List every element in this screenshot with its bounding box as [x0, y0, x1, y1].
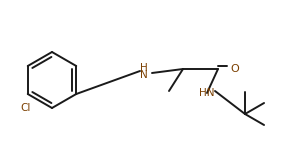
Text: HN: HN [199, 88, 215, 98]
Text: Cl: Cl [20, 103, 31, 113]
Text: N: N [140, 70, 148, 80]
Text: O: O [231, 64, 239, 74]
Text: H: H [140, 63, 148, 73]
